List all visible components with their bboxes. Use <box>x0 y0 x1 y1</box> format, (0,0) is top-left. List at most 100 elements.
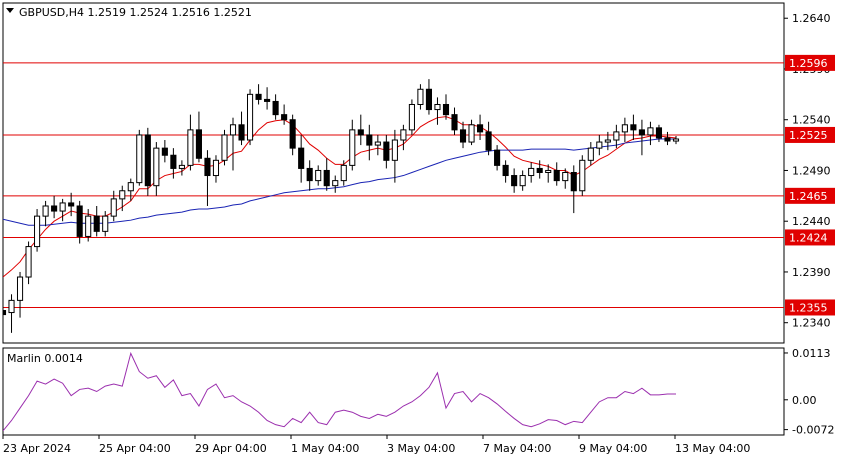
price-tick-label: 1.2390 <box>792 266 831 279</box>
time-tick-label: 23 Apr 2024 <box>3 442 71 455</box>
candle-body <box>127 182 134 192</box>
candle-body <box>451 114 458 131</box>
candle <box>315 165 322 186</box>
candle <box>502 160 509 183</box>
candle-body <box>272 100 279 116</box>
candle <box>391 129 398 183</box>
candle-body <box>110 198 117 217</box>
candle-body <box>494 149 501 166</box>
candle <box>545 164 552 183</box>
candle <box>485 121 492 156</box>
marlin-line <box>3 351 676 432</box>
candle <box>553 162 560 186</box>
candle-body <box>153 147 160 187</box>
candle-body <box>400 129 407 141</box>
candle-body <box>349 129 356 166</box>
candle <box>238 111 245 146</box>
candle-body <box>511 175 518 187</box>
candle-body <box>59 202 66 212</box>
candle <box>468 119 475 146</box>
candle-body <box>545 169 552 173</box>
candle <box>136 129 143 186</box>
candle-body <box>76 205 83 237</box>
candle-body <box>187 129 194 166</box>
candle-body <box>51 205 58 212</box>
candle <box>570 165 577 214</box>
candle <box>119 185 126 212</box>
candle <box>221 129 228 166</box>
time-tick-label: 1 May 04:00 <box>291 442 359 455</box>
candle-body <box>255 93 262 100</box>
candle-body <box>638 129 645 136</box>
candle-body <box>298 147 305 169</box>
candle <box>153 142 160 196</box>
candle <box>289 114 296 156</box>
candle-body <box>459 129 467 143</box>
candle-body <box>579 159 586 192</box>
candle <box>8 294 15 333</box>
candle <box>332 175 339 193</box>
candle-body <box>25 246 32 278</box>
candle-body <box>8 299 15 314</box>
candle <box>357 114 364 146</box>
candle <box>51 195 58 219</box>
candle <box>434 97 441 125</box>
candle-body <box>536 167 543 173</box>
price-tick-label: 1.2640 <box>792 12 831 25</box>
candle <box>34 209 41 252</box>
candle <box>494 145 501 171</box>
price-tick-label: 1.2490 <box>792 164 831 177</box>
candle-body <box>664 137 671 142</box>
candle <box>127 178 134 201</box>
candle <box>76 200 83 244</box>
candle-body <box>238 124 245 141</box>
candle <box>672 135 680 145</box>
level-tag-label: 1.2465 <box>789 190 828 203</box>
indicator-tick-label: 0.0113 <box>792 347 831 360</box>
candle <box>272 94 279 120</box>
candle-body <box>332 180 339 187</box>
candle <box>187 114 194 171</box>
candle <box>349 119 356 171</box>
candle-body <box>604 139 611 143</box>
indicator-tick-label: -0.0072 <box>792 424 834 437</box>
candle-body <box>366 134 373 146</box>
candle <box>178 160 185 176</box>
candle <box>42 200 49 227</box>
candle-body <box>485 131 492 151</box>
candle-body <box>204 157 211 177</box>
candle-body <box>34 215 41 248</box>
candle <box>195 111 202 163</box>
candle <box>647 121 654 146</box>
candle-body <box>178 164 185 169</box>
candle <box>459 121 467 149</box>
candle-body <box>85 215 92 237</box>
candle-body <box>119 190 126 200</box>
candle <box>204 150 211 206</box>
candle-body <box>68 202 75 207</box>
candle <box>613 124 620 149</box>
candle <box>323 158 330 191</box>
candle <box>229 117 237 171</box>
candle <box>3 304 7 323</box>
candle <box>298 134 305 183</box>
time-tick-label: 29 Apr 04:00 <box>195 442 267 455</box>
candle-body <box>102 215 109 232</box>
candle-body <box>3 310 7 316</box>
candle-body <box>562 171 569 182</box>
candle <box>425 79 433 115</box>
candle <box>442 94 450 120</box>
level-tag <box>785 299 835 316</box>
candle <box>340 160 347 186</box>
candle <box>477 114 484 141</box>
main-plot-frame <box>2 2 785 344</box>
candle-body <box>502 164 509 177</box>
candle-body <box>315 169 322 182</box>
candle-body <box>417 88 424 105</box>
candle-body <box>42 205 49 217</box>
indicator-title: Marlin 0.0014 <box>7 352 83 365</box>
candle <box>562 168 569 189</box>
candle <box>655 124 663 143</box>
slow-ma-line <box>3 138 676 226</box>
